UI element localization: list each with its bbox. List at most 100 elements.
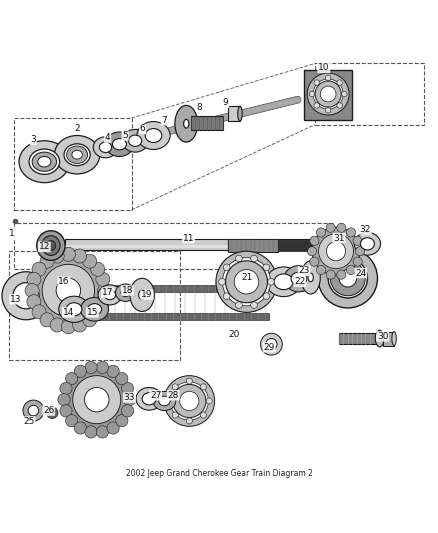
Circle shape xyxy=(121,382,134,394)
Ellipse shape xyxy=(266,267,301,297)
Ellipse shape xyxy=(184,119,189,128)
Text: 27: 27 xyxy=(150,391,161,400)
Ellipse shape xyxy=(28,405,39,416)
Bar xyxy=(339,333,376,344)
Circle shape xyxy=(309,91,315,97)
Text: 14: 14 xyxy=(63,308,74,317)
Text: 32: 32 xyxy=(360,225,371,234)
Circle shape xyxy=(46,407,58,418)
Ellipse shape xyxy=(159,396,170,406)
Ellipse shape xyxy=(326,241,346,261)
Circle shape xyxy=(96,272,110,286)
Circle shape xyxy=(223,264,230,271)
Ellipse shape xyxy=(130,278,154,311)
Ellipse shape xyxy=(37,231,65,261)
Circle shape xyxy=(50,318,64,332)
Circle shape xyxy=(186,378,192,384)
Ellipse shape xyxy=(67,146,88,164)
Ellipse shape xyxy=(66,303,82,316)
Bar xyxy=(65,245,315,248)
Ellipse shape xyxy=(266,338,277,350)
Circle shape xyxy=(32,305,46,319)
Ellipse shape xyxy=(328,259,367,298)
Ellipse shape xyxy=(164,376,215,426)
Text: 9: 9 xyxy=(223,98,229,107)
Circle shape xyxy=(61,320,75,334)
Ellipse shape xyxy=(339,270,357,287)
Circle shape xyxy=(263,293,270,300)
Text: 33: 33 xyxy=(124,393,135,402)
Ellipse shape xyxy=(301,261,320,294)
Circle shape xyxy=(356,247,364,256)
Circle shape xyxy=(66,373,78,385)
Bar xyxy=(228,239,278,252)
Circle shape xyxy=(200,412,206,418)
Text: 26: 26 xyxy=(43,406,54,415)
Ellipse shape xyxy=(291,272,307,285)
Circle shape xyxy=(83,254,97,268)
Ellipse shape xyxy=(113,139,127,150)
Circle shape xyxy=(317,228,325,237)
Ellipse shape xyxy=(142,393,156,405)
Ellipse shape xyxy=(64,367,130,432)
Ellipse shape xyxy=(392,332,396,345)
Circle shape xyxy=(337,80,343,85)
Circle shape xyxy=(107,422,119,434)
Text: 18: 18 xyxy=(122,286,133,295)
Ellipse shape xyxy=(153,391,176,410)
Text: 8: 8 xyxy=(197,103,202,111)
Ellipse shape xyxy=(307,73,349,115)
Circle shape xyxy=(49,410,55,415)
Circle shape xyxy=(310,257,319,266)
Circle shape xyxy=(116,373,128,385)
Text: 23: 23 xyxy=(298,266,310,276)
Circle shape xyxy=(96,295,110,309)
Ellipse shape xyxy=(173,384,206,417)
Text: 30: 30 xyxy=(377,332,389,341)
Circle shape xyxy=(353,236,362,245)
Ellipse shape xyxy=(122,130,148,152)
Bar xyxy=(278,240,315,251)
Circle shape xyxy=(121,405,134,417)
Ellipse shape xyxy=(81,297,109,321)
Ellipse shape xyxy=(42,236,60,255)
Circle shape xyxy=(60,405,72,417)
Ellipse shape xyxy=(320,86,336,102)
Ellipse shape xyxy=(354,232,381,255)
Ellipse shape xyxy=(234,270,259,294)
Text: 7: 7 xyxy=(162,116,167,125)
Circle shape xyxy=(186,418,192,424)
Circle shape xyxy=(58,393,70,406)
Circle shape xyxy=(40,313,54,327)
Circle shape xyxy=(25,284,39,297)
Ellipse shape xyxy=(85,387,109,412)
Text: 2: 2 xyxy=(74,125,80,133)
Circle shape xyxy=(223,293,230,300)
Circle shape xyxy=(124,393,136,406)
Ellipse shape xyxy=(29,149,60,174)
Text: 21: 21 xyxy=(242,273,253,282)
Polygon shape xyxy=(191,116,223,130)
Text: 5: 5 xyxy=(122,131,128,140)
Circle shape xyxy=(206,398,212,404)
Circle shape xyxy=(61,247,75,261)
Ellipse shape xyxy=(145,128,162,142)
Ellipse shape xyxy=(313,79,343,109)
Text: 13: 13 xyxy=(10,295,22,304)
Text: 6: 6 xyxy=(140,125,145,133)
Text: 10: 10 xyxy=(318,63,329,72)
Ellipse shape xyxy=(175,106,198,142)
Circle shape xyxy=(310,236,319,245)
Ellipse shape xyxy=(274,274,293,289)
Ellipse shape xyxy=(318,234,353,269)
Ellipse shape xyxy=(32,254,105,327)
Text: 28: 28 xyxy=(167,391,179,400)
Circle shape xyxy=(73,249,87,263)
Circle shape xyxy=(200,384,206,390)
Circle shape xyxy=(83,313,97,327)
Text: 22: 22 xyxy=(294,277,305,286)
Text: 24: 24 xyxy=(355,269,367,278)
Text: 20: 20 xyxy=(229,330,240,338)
Circle shape xyxy=(74,365,86,377)
Circle shape xyxy=(96,426,109,438)
